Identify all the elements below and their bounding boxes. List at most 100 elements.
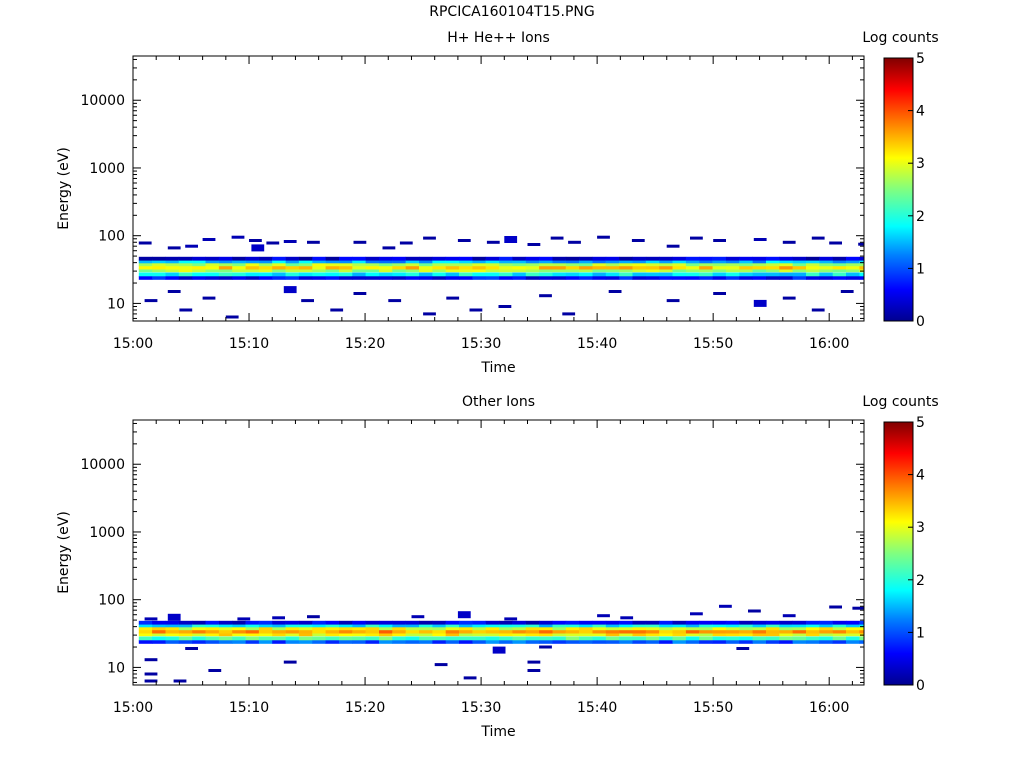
heatmap-cell (312, 629, 326, 634)
heatmap-cell (725, 629, 740, 634)
heatmap-cell (739, 626, 753, 631)
heatmap-cell (592, 272, 607, 277)
heatmap-cell (138, 632, 153, 637)
heatmap-cell (592, 629, 607, 634)
heatmap-cell (699, 265, 713, 270)
heatmap-cell (379, 265, 393, 270)
heatmap-cell (205, 640, 220, 644)
heatmap-point (330, 308, 344, 312)
heatmap-cell (565, 623, 580, 628)
heatmap-cell (792, 629, 807, 634)
heatmap-cell (325, 259, 340, 264)
heatmap-cell (605, 620, 620, 625)
heatmap-cell (298, 256, 313, 261)
heatmap-cell (846, 256, 860, 261)
heatmap-point (231, 235, 245, 239)
heatmap-cell (165, 629, 180, 634)
heatmap-cell (832, 636, 847, 641)
heatmap-cell (846, 276, 860, 280)
heatmap-point (353, 240, 367, 244)
heatmap-cell (192, 272, 206, 277)
heatmap-cell (832, 276, 847, 280)
heatmap-cell (379, 623, 393, 628)
heatmap-cell (766, 626, 780, 631)
heatmap-cell (258, 268, 273, 273)
heatmap-cell (419, 268, 433, 273)
heatmap-point (167, 613, 181, 621)
heatmap-cell (432, 259, 447, 264)
heatmap-cell (699, 268, 713, 273)
heatmap-cell (819, 636, 833, 641)
heatmap-cell (605, 262, 620, 267)
heatmap-cell (806, 256, 820, 261)
heatmap-cell (645, 256, 660, 261)
heatmap-cell (218, 276, 233, 280)
heatmap-point (202, 238, 216, 241)
heatmap-cell (325, 636, 340, 641)
heatmap-cell (352, 636, 366, 641)
heatmap-cell (605, 640, 620, 644)
heatmap-cell (859, 276, 864, 280)
heatmap-cell (298, 268, 313, 273)
heatmap-cell (325, 268, 340, 273)
heatmap-cell (752, 623, 767, 628)
heatmap-cell (365, 265, 380, 270)
heatmap-cell (712, 640, 727, 644)
heatmap-cell (218, 623, 233, 628)
heatmap-cell (365, 262, 380, 267)
heatmap-cell (672, 272, 687, 277)
heatmap-cell (392, 640, 406, 644)
heatmap-cell (352, 626, 366, 631)
heatmap-cell (725, 620, 740, 625)
heatmap-cell (192, 626, 206, 631)
heatmap-cell (325, 256, 340, 261)
heatmap-cell (685, 272, 700, 277)
heatmap-cell (632, 265, 647, 270)
heatmap-cell (178, 626, 193, 631)
heatmap-cell (565, 629, 580, 634)
heatmap-cell (766, 623, 780, 628)
heatmap-cell (285, 256, 300, 261)
heatmap-point (486, 240, 500, 244)
heatmap-cell (725, 262, 740, 267)
heatmap-cell (645, 620, 660, 625)
heatmap-cell (472, 623, 487, 628)
heatmap-cell (285, 276, 300, 280)
heatmap-cell (672, 626, 687, 631)
heatmap-point (782, 240, 796, 244)
heatmap-cell (645, 259, 660, 264)
heatmap-cell (499, 265, 513, 270)
heatmap-cell (779, 626, 793, 631)
heatmap-cell (632, 256, 647, 261)
heatmap-cell (285, 262, 300, 267)
heatmap-cell (459, 636, 473, 641)
heatmap-cell (218, 632, 233, 637)
heatmap-cell (152, 265, 166, 270)
plot-frame (132, 419, 865, 686)
heatmap-cell (365, 626, 380, 631)
heatmap-cell (619, 620, 633, 625)
heatmap-cell (659, 626, 673, 631)
heatmap-cell (739, 259, 753, 264)
heatmap-cell (619, 632, 633, 637)
heatmap-cell (539, 272, 553, 277)
heatmap-point (301, 299, 314, 303)
heatmap-point (144, 299, 158, 303)
heatmap-cell (792, 259, 807, 264)
heatmap-cell (525, 620, 540, 625)
heatmap-cell (645, 276, 660, 280)
heatmap-cells (138, 235, 864, 319)
heatmap-cell (339, 632, 353, 637)
heatmap-cell (365, 276, 380, 280)
panel-title: Other Ions (462, 394, 535, 410)
heatmap-cell (632, 259, 647, 264)
heatmap-cell (432, 265, 447, 270)
heatmap-cell (298, 262, 313, 267)
heatmap-cell (218, 259, 233, 264)
heatmap-cell (525, 265, 540, 270)
heatmap-cell (285, 272, 300, 277)
heatmap-cell (192, 276, 206, 280)
heatmap-cell (352, 265, 366, 270)
heatmap-cell (459, 272, 473, 277)
heatmap-cell (205, 262, 220, 267)
